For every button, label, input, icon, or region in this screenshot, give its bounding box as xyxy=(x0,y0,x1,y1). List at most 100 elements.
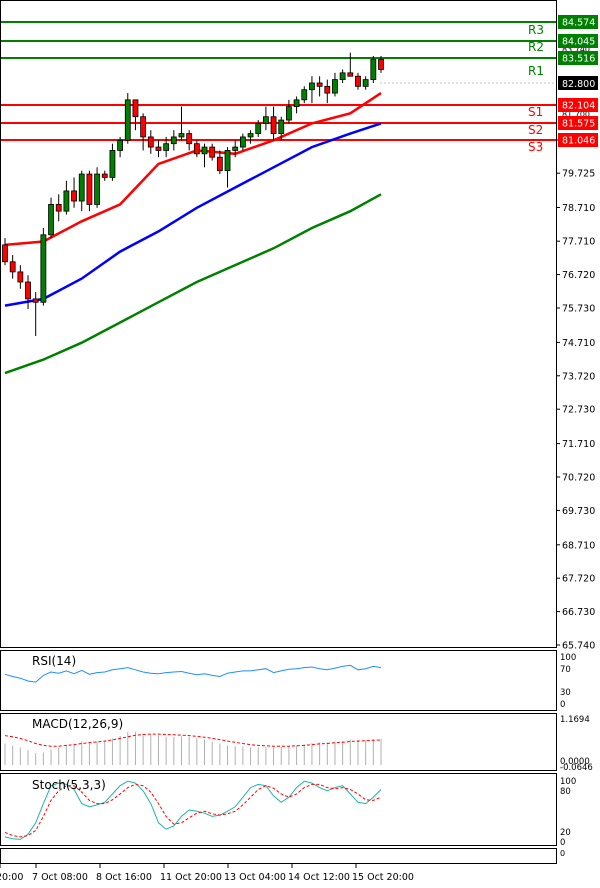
time-tick-label: 15 Oct 20:00 xyxy=(352,872,414,883)
indicator-tick-label: 20 xyxy=(560,828,571,838)
time-tick-label: 8 Oct 16:00 xyxy=(96,872,152,883)
level-name: S2 xyxy=(528,123,543,137)
level-price-label: 81.046 xyxy=(562,136,595,147)
candle-body xyxy=(186,133,193,145)
candle-body xyxy=(239,136,246,148)
candle-body xyxy=(224,150,231,172)
rsi-axis: 100 70 30 0 xyxy=(560,653,576,710)
candle-body xyxy=(48,204,54,236)
macd-signal-line xyxy=(4,733,382,747)
moving-average-line xyxy=(4,193,382,375)
indicator-tick-label: 70 xyxy=(560,665,571,675)
support-resistance-levels: 84.574 R3 84.045 R2 83.516 R1 S1 82.104 S2 81.575… xyxy=(0,15,598,154)
indicator-tick-label: 0 xyxy=(560,700,565,710)
main-price-panel: 80.71079.72578.71077.71076.72075.73074.7… xyxy=(0,0,598,652)
level-price-label: 82.104 xyxy=(562,101,595,112)
price-tick-label: 76.720 xyxy=(562,270,595,281)
indicator-tick-label: 80 xyxy=(560,787,571,797)
rsi-label: RSI(14) xyxy=(32,654,76,668)
candle-body xyxy=(163,143,170,151)
candle-body xyxy=(124,99,131,141)
candle-body xyxy=(332,79,338,94)
rsi-plot-area xyxy=(0,651,556,711)
price-tick-label: 69.730 xyxy=(562,506,595,517)
price-tick-label: 73.720 xyxy=(562,371,595,382)
candle-body xyxy=(155,146,162,151)
candle-body xyxy=(132,99,139,118)
candle-body xyxy=(247,133,254,138)
price-tick-label: 74.710 xyxy=(562,338,595,349)
candle-body xyxy=(270,116,277,134)
main-plot-area xyxy=(0,0,556,648)
bottom-panel: 0 xyxy=(0,849,565,864)
time-tick-label: 11 Oct 20:00 xyxy=(160,872,222,883)
price-tick-label: 78.710 xyxy=(562,203,595,214)
panel-frames xyxy=(0,0,557,864)
level-price-tag xyxy=(558,133,598,147)
macd-panel: MACD(12,26,9) 1.1694 0.0000-0.0646 xyxy=(0,714,593,773)
level-name: S1 xyxy=(528,105,543,119)
level-axis-label: 81.700 xyxy=(562,110,590,119)
indicator-tick-label: -0.0646 xyxy=(560,763,593,773)
indicator-tick-label: 30 xyxy=(560,688,571,698)
time-tick-label: 13 Oct 04:00 xyxy=(224,872,286,883)
candle-body xyxy=(293,99,300,107)
macd-axis: 1.1694 0.0000-0.0646 xyxy=(560,715,593,773)
level-price-tag xyxy=(558,116,598,130)
stoch-label: Stoch(5,3,3) xyxy=(32,778,106,792)
candle-body xyxy=(140,116,147,138)
price-tick-label: 71.710 xyxy=(562,439,595,450)
candle-body xyxy=(17,271,24,283)
candle-body xyxy=(378,58,384,70)
candle-body xyxy=(216,156,223,172)
stoch-frame xyxy=(0,773,557,846)
candle-body xyxy=(109,150,116,178)
rsi-panel: RSI(14) 100 70 30 0 xyxy=(0,651,576,711)
price-tick-label: 66.730 xyxy=(562,607,595,618)
level-price-tag xyxy=(558,51,598,65)
level-price-tag xyxy=(558,15,598,29)
candle-body xyxy=(347,72,354,77)
time-tick-label: 20:00 xyxy=(0,872,23,883)
rsi-frame xyxy=(0,650,557,711)
candle-body xyxy=(86,173,93,205)
candle-body xyxy=(32,298,39,303)
level-name: R2 xyxy=(528,40,544,54)
indicator-tick-label: 0.0000 xyxy=(560,757,590,767)
stoch-d-line xyxy=(4,783,382,838)
candle-body xyxy=(286,106,292,121)
candle-body xyxy=(362,79,369,87)
candle-body xyxy=(209,146,216,158)
level-price-label: 84.045 xyxy=(562,37,595,48)
indicator-tick-label: 100 xyxy=(560,653,576,663)
bottom-frame xyxy=(0,848,557,864)
macd-plot-area xyxy=(0,714,556,771)
candle-body xyxy=(63,190,70,212)
candle-body xyxy=(25,281,31,300)
candle-body xyxy=(355,75,361,87)
rsi-line xyxy=(4,664,382,683)
candle-body xyxy=(339,72,346,80)
level-name: R3 xyxy=(528,23,544,37)
indicator-tick-label: 0 xyxy=(560,838,565,848)
candle-body xyxy=(71,190,77,202)
candle-body xyxy=(255,123,262,134)
candle-body xyxy=(370,58,377,80)
level-price-label: 83.516 xyxy=(562,54,595,65)
bottom-plot-area xyxy=(0,849,556,864)
candlesticks xyxy=(2,52,384,336)
price-tick-label: 79.725 xyxy=(562,169,595,180)
stoch-k-line xyxy=(4,780,382,840)
level-name: R1 xyxy=(528,64,544,78)
price-tick-label: 75.730 xyxy=(562,303,595,314)
level-price-label: 84.574 xyxy=(562,18,595,29)
candle-body xyxy=(201,146,208,155)
candle-body xyxy=(232,146,239,151)
candle-body xyxy=(278,119,285,134)
price-tick-label: 67.720 xyxy=(562,574,595,585)
level-price-tag xyxy=(558,98,598,112)
indicator-tick-label: 100 xyxy=(560,777,576,787)
